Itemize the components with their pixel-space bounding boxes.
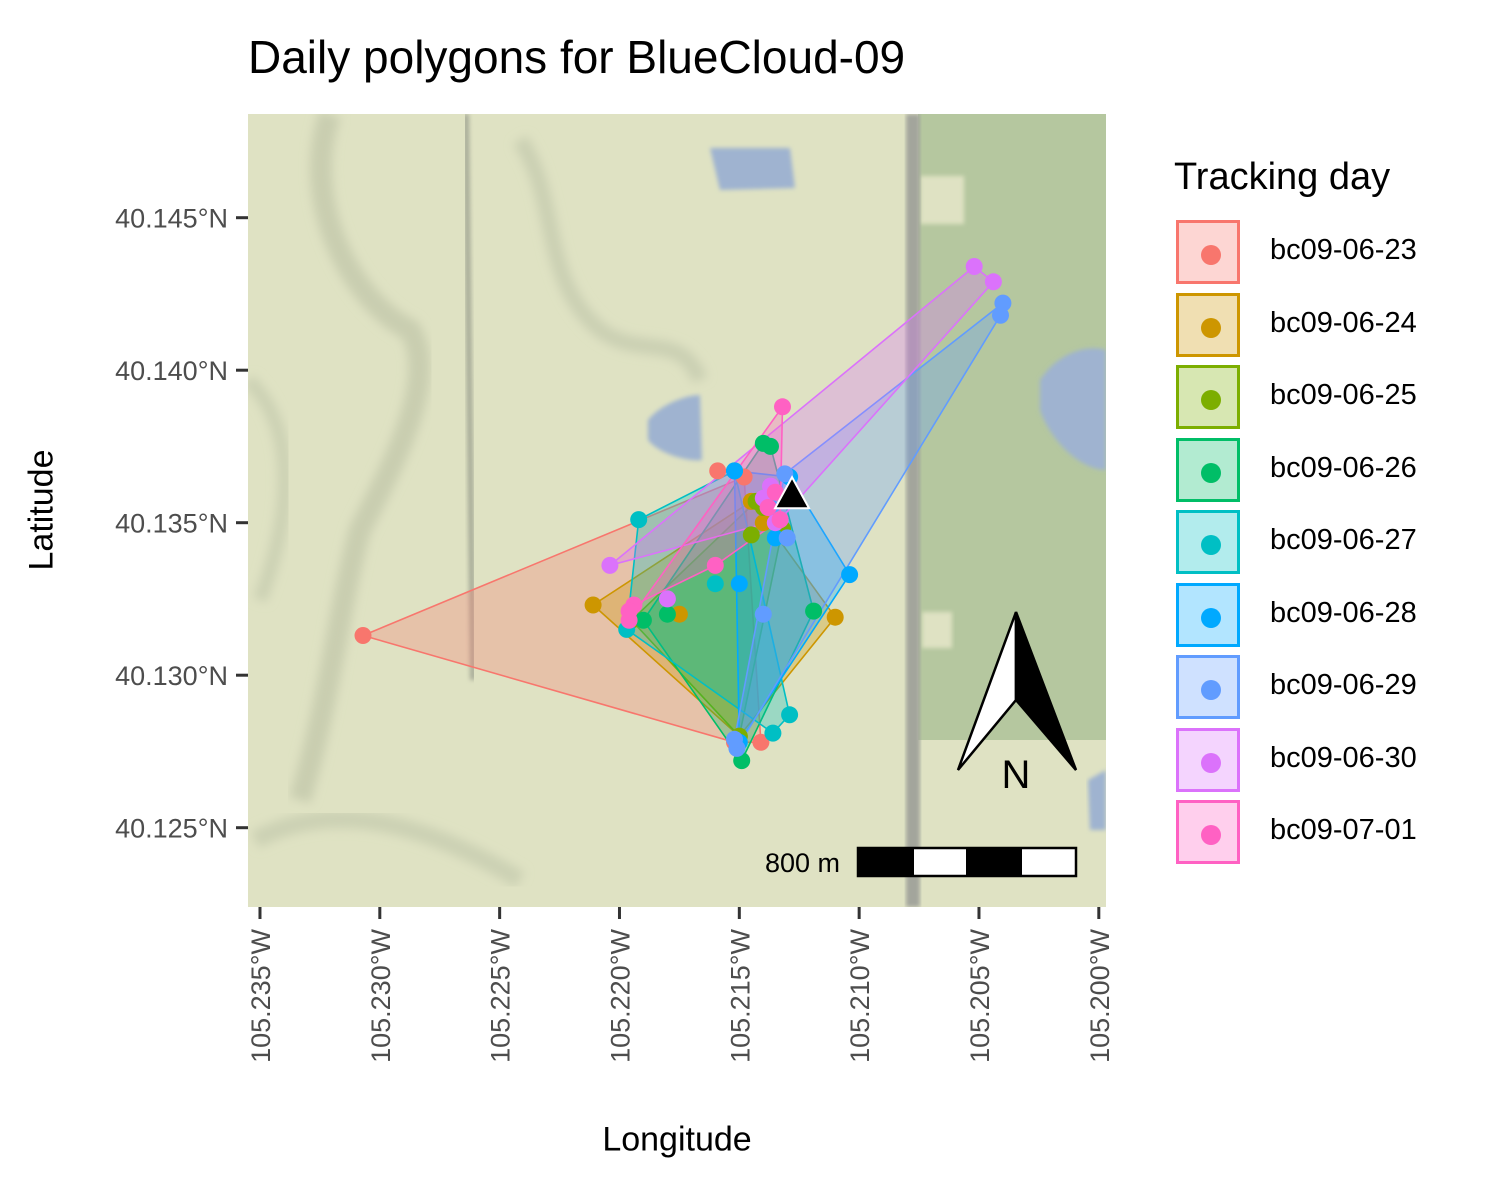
x-tick-label: 105.220°W (605, 928, 635, 1062)
legend-item: bc09-06-27 (1174, 508, 1494, 576)
location-point-bc09-06-23 (709, 462, 727, 480)
legend-key-swatch (1176, 582, 1240, 647)
north-arrow-icon: N (956, 611, 1078, 797)
location-point-bc09-06-27 (764, 724, 782, 742)
legend-item: bc09-06-24 (1174, 291, 1494, 359)
location-point-bc09-06-24 (754, 514, 772, 532)
location-point-bc09-06-30 (984, 273, 1002, 291)
x-tick-label: 105.200°W (1085, 928, 1115, 1062)
legend-item: bc09-06-23 (1174, 218, 1494, 286)
y-tick-label: 40.125°N (115, 814, 228, 844)
y-axis-label: Latitude (22, 449, 61, 571)
legend-key-swatch (1176, 365, 1240, 429)
legend-key-swatch (1176, 437, 1240, 502)
y-tick-label: 40.145°N (115, 204, 228, 234)
legend-key-dot (1201, 607, 1221, 628)
location-point-bc09-07-01 (766, 483, 784, 501)
legend-key-dot (1201, 825, 1221, 845)
x-tick-label: 105.210°W (845, 928, 875, 1062)
legend-key-dot (1201, 462, 1221, 483)
location-point-bc09-07-01 (706, 556, 724, 574)
legend-key-swatch (1176, 292, 1240, 357)
y-tick-label: 40.135°N (115, 509, 228, 539)
legend-title: Tracking day (1174, 156, 1391, 198)
location-point-bc09-06-30 (601, 556, 619, 574)
legend-label: bc09-06-24 (1270, 306, 1417, 339)
legend-item: bc09-06-28 (1174, 581, 1494, 649)
location-point-bc09-07-01 (771, 511, 789, 529)
scale-bar: 800 m (765, 846, 1078, 878)
legend-key-swatch (1176, 727, 1240, 792)
legend-key-dot (1201, 245, 1221, 265)
x-tick-label: 105.230°W (366, 928, 396, 1062)
location-point-bc09-06-30 (658, 590, 676, 608)
base-station-triangle-marker (773, 475, 811, 510)
location-point-bc09-07-01 (774, 398, 791, 416)
location-point-bc09-06-27 (781, 706, 799, 724)
location-point-bc09-06-26 (805, 602, 823, 620)
legend-item: bc09-06-29 (1174, 653, 1494, 721)
location-point-bc09-06-24 (670, 605, 688, 623)
x-axis-label: Longitude (602, 1120, 752, 1159)
location-point-bc09-07-01 (759, 499, 777, 516)
x-tick-label: 105.235°W (246, 928, 276, 1062)
legend-key-dot (1201, 680, 1221, 700)
legend-key-swatch (1176, 800, 1240, 864)
legend-label: bc09-06-25 (1270, 379, 1417, 411)
chart-title: Daily polygons for BlueCloud-09 (248, 31, 906, 83)
location-point-bc09-06-29 (778, 529, 796, 547)
legend-key-dot (1201, 752, 1221, 773)
legend-label: bc09-06-28 (1270, 596, 1417, 629)
location-point-bc09-06-27 (706, 575, 724, 593)
location-point-bc09-06-26 (658, 605, 676, 623)
legend-key-dot (1201, 535, 1221, 555)
legend-label: bc09-06-30 (1270, 741, 1417, 774)
location-point-bc09-06-24 (584, 596, 602, 614)
x-tick-label: 105.215°W (725, 928, 755, 1062)
location-point-bc09-06-28 (726, 462, 743, 480)
legend-key-swatch (1176, 655, 1240, 719)
daily-polygon-bc09-06-29 (733, 301, 1005, 751)
legend-label: bc09-06-29 (1270, 669, 1417, 701)
location-point-bc09-06-26 (762, 437, 779, 455)
legend-label: bc09-06-27 (1270, 524, 1417, 556)
axes: 40.145°N 40.140°N 40.135°N 40.130°N 40.125°N… (115, 204, 1115, 1063)
location-point-bc09-06-26 (634, 611, 652, 629)
north-arrow-label: N (1002, 753, 1031, 797)
x-tick-label: 105.225°W (486, 928, 516, 1062)
legend-label: bc09-06-23 (1270, 234, 1417, 266)
location-point-bc09-06-25 (742, 526, 760, 544)
location-point-bc09-06-28 (841, 566, 859, 584)
legend-label: bc09-06-26 (1270, 451, 1417, 484)
legend-key-dot (1201, 317, 1221, 338)
legend-item: bc09-07-01 (1174, 798, 1494, 866)
location-point-bc09-07-01 (620, 602, 638, 620)
legend-item: bc09-06-25 (1174, 363, 1494, 431)
location-point-bc09-06-23 (752, 733, 770, 751)
location-point-bc09-06-29 (776, 465, 794, 483)
legend-item: bc09-06-26 (1174, 436, 1494, 504)
y-tick-label: 40.140°N (115, 356, 228, 386)
location-point-bc09-06-27 (630, 511, 648, 529)
location-point-bc09-06-28 (730, 575, 748, 593)
legend-label: bc09-07-01 (1270, 814, 1417, 846)
legend-key-swatch (1176, 510, 1240, 574)
legend-key-dot (1201, 390, 1221, 410)
legend-key-swatch (1176, 220, 1240, 284)
scale-bar-label: 800 m (765, 848, 840, 878)
location-point-bc09-06-29 (754, 605, 772, 623)
location-point-bc09-06-29 (726, 730, 743, 748)
location-point-bc09-06-24 (826, 608, 844, 626)
legend-item: bc09-06-30 (1174, 726, 1494, 794)
location-point-bc09-06-23 (354, 627, 372, 644)
location-point-bc09-06-28 (766, 529, 784, 547)
x-tick-label: 105.205°W (965, 928, 995, 1062)
y-tick-label: 40.130°N (115, 661, 228, 691)
location-point-bc09-06-30 (965, 258, 983, 275)
location-point-bc09-06-29 (992, 306, 1009, 324)
